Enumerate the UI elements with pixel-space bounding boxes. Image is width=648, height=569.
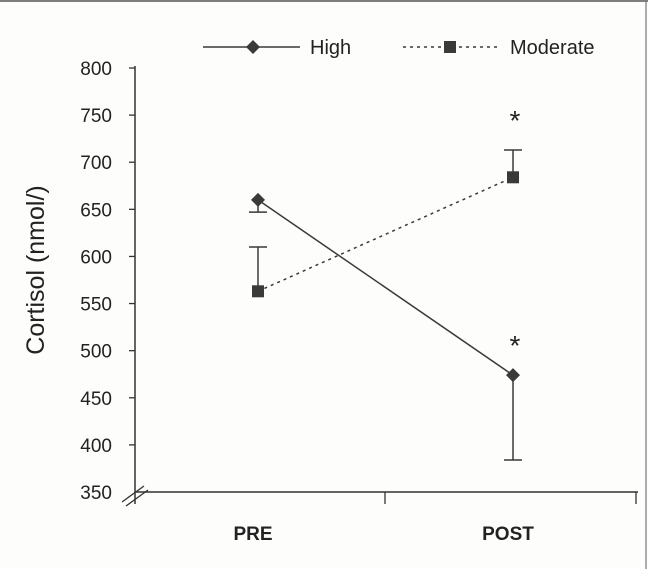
x-tick-label: POST — [482, 524, 534, 545]
y-tick-label: 700 — [80, 153, 112, 174]
data-point-marker — [251, 192, 265, 207]
y-tick-label: 550 — [80, 295, 112, 316]
y-axis-label: Cortisol (nmol/) — [22, 185, 50, 354]
legend-marker — [444, 41, 456, 53]
significance-star: * — [510, 330, 521, 361]
series-line-moderate — [257, 176, 514, 292]
y-tick-label: 500 — [80, 342, 112, 363]
y-tick-label: 350 — [80, 483, 112, 504]
y-tick-label: 400 — [80, 436, 112, 457]
y-tick-label: 600 — [80, 247, 112, 268]
y-tick-label: 450 — [80, 389, 112, 410]
data-point-marker — [506, 368, 520, 383]
y-tick-label: 750 — [80, 106, 112, 127]
legend-label: High — [310, 37, 351, 59]
axis-break-mark-2 — [125, 489, 149, 507]
y-tick-label: 800 — [80, 59, 112, 80]
legend-marker — [246, 40, 260, 54]
significance-star: * — [510, 105, 521, 136]
data-point-marker — [252, 285, 264, 298]
y-tick-label: 650 — [80, 200, 112, 221]
x-tick-label: PRE — [233, 524, 272, 545]
axis-break-mark-1 — [121, 485, 145, 503]
series-line-high — [257, 199, 514, 376]
data-point-marker — [507, 171, 519, 184]
legend-label: Moderate — [510, 37, 595, 59]
